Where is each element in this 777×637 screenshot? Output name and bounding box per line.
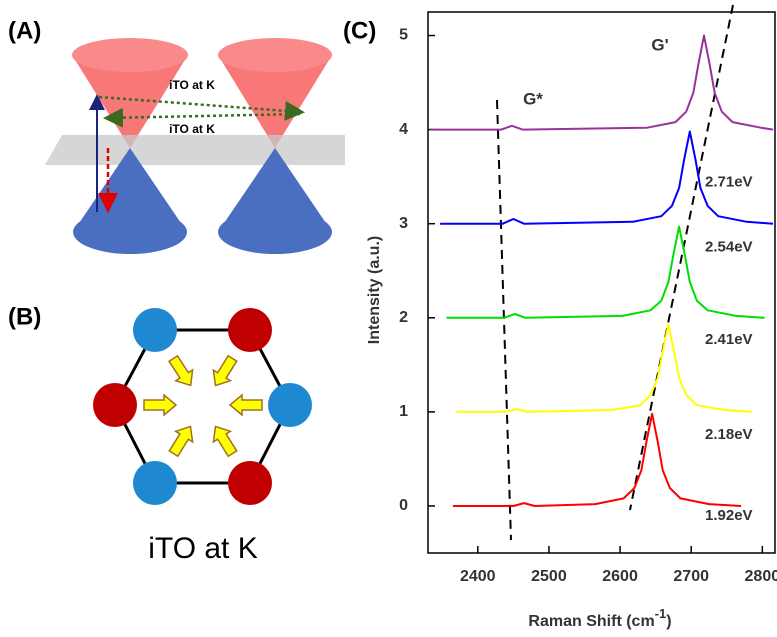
- atom: [133, 461, 177, 505]
- series-label: 2.54eV: [705, 239, 753, 256]
- atom: [268, 383, 312, 427]
- panel-c: (C) 2400 2500 2600 2700 2800 0 1 2 3 4 5 Raman Shif…: [343, 5, 777, 630]
- x-axis-label-suffix: ): [666, 613, 671, 630]
- caption: iTO at K: [148, 532, 257, 565]
- cone-top: [72, 38, 188, 72]
- x-tick-label: 2400: [460, 568, 496, 585]
- y-tick-label: 3: [399, 215, 408, 232]
- arrows: [144, 353, 262, 459]
- spectrum-line: [453, 414, 741, 506]
- y-tick-label: 1: [399, 403, 408, 420]
- series-label: 2.18eV: [705, 426, 753, 443]
- series-label: 2.71eV: [705, 174, 753, 191]
- y-axis-label: Intensity (a.u.): [366, 236, 383, 344]
- cone-top: [218, 38, 332, 72]
- x-axis-label-text: Raman Shift (cm: [528, 613, 654, 630]
- annotation: G*: [523, 89, 543, 108]
- cone-base: [73, 210, 187, 254]
- x-tick-label: 2600: [602, 568, 638, 585]
- x-axis-label: Raman Shift (cm-1): [528, 606, 671, 630]
- x-tick-label: 2700: [673, 568, 709, 585]
- panel-b: (B) iTO at K: [8, 303, 312, 565]
- plane: [45, 135, 345, 165]
- atom: [133, 308, 177, 352]
- figure: (A) iTO at K iTO at K (B): [0, 0, 777, 637]
- hexagon: [115, 330, 290, 483]
- series-label: 1.92eV: [705, 507, 753, 524]
- atom: [228, 308, 272, 352]
- x-axis-label-superscript: -1: [655, 606, 667, 621]
- annotation: iTO at K: [169, 122, 215, 136]
- panel-label: (C): [343, 17, 376, 44]
- guide-line: [497, 100, 511, 540]
- x-tick-label: 2500: [531, 568, 567, 585]
- x-tick-label: 2800: [745, 568, 777, 585]
- annotation: G': [651, 35, 668, 54]
- panel-a: (A) iTO at K iTO at K: [8, 17, 345, 254]
- series-label: 2.41eV: [705, 331, 753, 348]
- annotation: iTO at K: [169, 78, 215, 92]
- y-tick-label: 0: [399, 497, 408, 514]
- panel-label: (A): [8, 17, 41, 44]
- plot-frame: [428, 12, 775, 553]
- atom: [93, 383, 137, 427]
- y-tick-label: 4: [399, 121, 408, 138]
- y-tick-label: 5: [399, 27, 408, 44]
- y-tick-label: 2: [399, 309, 408, 326]
- atom: [228, 461, 272, 505]
- cone-base: [218, 210, 332, 254]
- panel-label: (B): [8, 303, 41, 330]
- spectrum-line: [430, 36, 773, 130]
